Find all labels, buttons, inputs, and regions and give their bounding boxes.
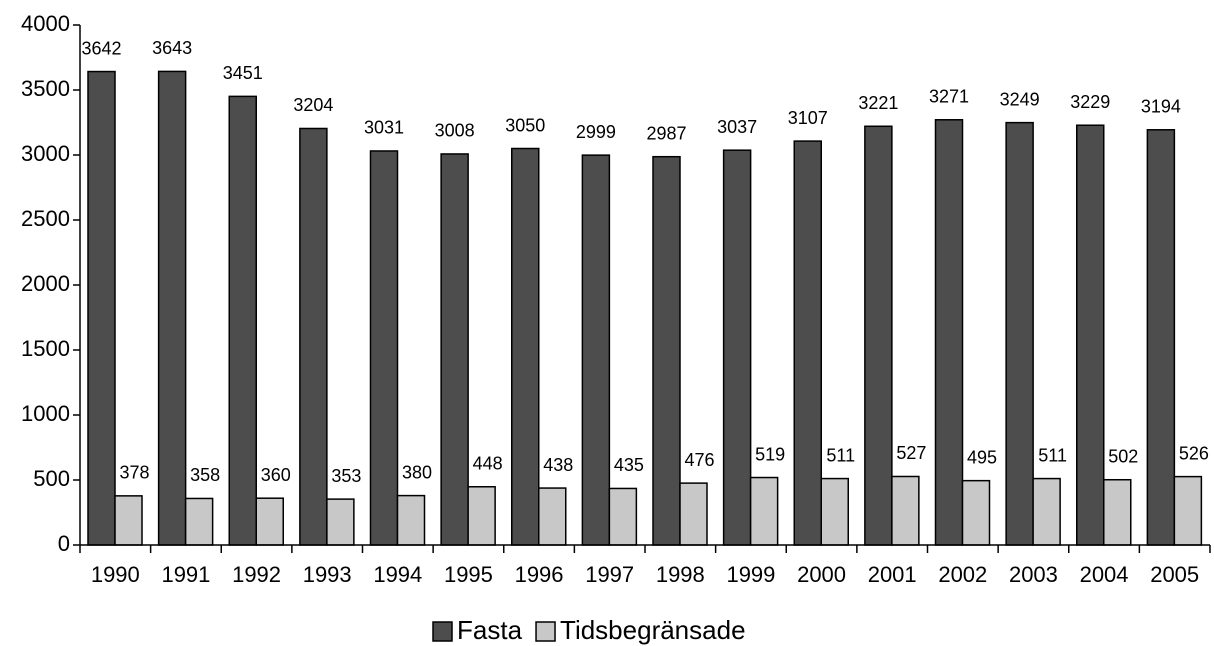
bar — [299, 127, 328, 546]
value-label: 526 — [1179, 443, 1209, 463]
value-label: 448 — [473, 454, 503, 474]
bar — [1076, 124, 1105, 546]
bar — [184, 497, 214, 546]
value-label: 511 — [1038, 445, 1067, 465]
value-label: 435 — [614, 455, 644, 475]
value-label: 3107 — [788, 108, 828, 128]
x-tick-label: 2005 — [1150, 562, 1199, 587]
bar — [961, 479, 991, 546]
y-tick-label: 0 — [58, 531, 70, 556]
value-label: 378 — [119, 463, 149, 483]
bar — [891, 475, 920, 546]
value-label: 3451 — [223, 63, 263, 83]
value-label: 3031 — [364, 118, 404, 138]
value-label: 438 — [543, 455, 573, 475]
bar — [679, 482, 708, 546]
value-label: 495 — [967, 447, 997, 467]
bar — [326, 498, 355, 546]
legend-label: Tidsbegränsade — [560, 615, 746, 645]
value-label: 3229 — [1070, 92, 1110, 112]
bar — [467, 486, 496, 546]
x-tick-label: 2002 — [938, 562, 987, 587]
bar — [820, 477, 849, 546]
legend-swatch — [535, 621, 556, 642]
value-label: 358 — [190, 465, 220, 485]
bar — [864, 125, 893, 546]
value-label: 3050 — [505, 115, 545, 135]
x-tick-label: 1991 — [161, 562, 210, 587]
x-tick-label: 1994 — [373, 562, 422, 587]
y-tick-label: 2000 — [21, 271, 70, 296]
x-tick-label: 1993 — [303, 562, 352, 587]
bar — [652, 155, 681, 546]
bar — [228, 95, 257, 546]
x-tick-label: 2004 — [1080, 562, 1129, 587]
x-tick-label: 1995 — [444, 562, 493, 587]
x-tick-label: 2000 — [797, 562, 846, 587]
bar — [581, 154, 611, 546]
value-label: 360 — [261, 465, 291, 485]
bar — [934, 119, 964, 546]
y-tick-label: 1500 — [21, 336, 70, 361]
value-label: 3037 — [717, 117, 757, 137]
bar — [255, 497, 284, 546]
y-tick-label: 4000 — [21, 11, 70, 36]
value-label: 3249 — [1000, 89, 1040, 109]
bar — [608, 487, 638, 546]
bar — [396, 494, 426, 546]
value-label: 3008 — [435, 121, 475, 141]
y-tick-label: 3000 — [21, 141, 70, 166]
value-label: 353 — [331, 466, 361, 486]
x-tick-label: 1997 — [585, 562, 634, 587]
x-tick-label: 2003 — [1009, 562, 1058, 587]
value-label: 3204 — [293, 95, 333, 115]
value-label: 519 — [755, 444, 785, 464]
value-label: 3642 — [81, 38, 121, 58]
value-label: 3194 — [1141, 97, 1181, 117]
value-label: 2999 — [576, 122, 616, 142]
y-tick-label: 3500 — [21, 76, 70, 101]
x-tick-label: 1990 — [91, 562, 140, 587]
bar — [749, 476, 779, 546]
x-tick-label: 1992 — [232, 562, 281, 587]
bar — [722, 149, 752, 546]
value-label: 527 — [896, 443, 926, 463]
x-tick-label: 1996 — [515, 562, 564, 587]
x-tick-label: 1999 — [726, 562, 775, 587]
y-tick-label: 1000 — [21, 401, 70, 426]
bar — [538, 487, 567, 546]
x-tick-label: 1998 — [656, 562, 705, 587]
value-label: 3221 — [858, 93, 898, 113]
bar — [1173, 475, 1203, 546]
bar — [114, 495, 143, 546]
bar — [87, 70, 116, 546]
value-label: 3643 — [152, 38, 192, 58]
bar — [793, 140, 822, 546]
x-tick-label: 2001 — [868, 562, 917, 587]
bar — [1032, 477, 1061, 546]
y-tick-label: 500 — [33, 466, 70, 491]
bar — [1005, 121, 1034, 546]
y-tick-label: 2500 — [21, 206, 70, 231]
bar — [1146, 129, 1176, 546]
bar — [369, 150, 399, 546]
value-label: 380 — [402, 462, 432, 482]
legend-swatch — [432, 621, 453, 642]
legend-label: Fasta — [457, 615, 523, 645]
bar — [511, 147, 540, 546]
value-label: 2987 — [646, 123, 686, 143]
value-label: 476 — [684, 450, 714, 470]
value-label: 502 — [1108, 446, 1138, 466]
bar — [157, 70, 187, 546]
value-label: 3271 — [929, 87, 969, 107]
bar — [1103, 478, 1132, 546]
value-label: 511 — [826, 445, 855, 465]
bar — [440, 153, 469, 546]
